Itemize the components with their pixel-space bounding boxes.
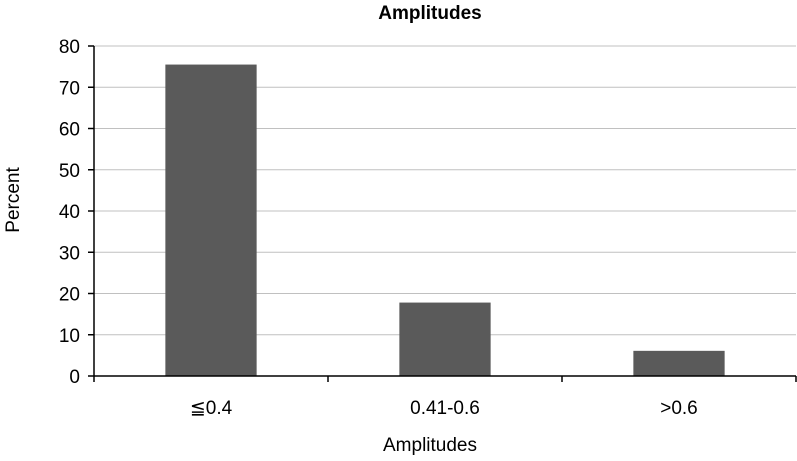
bar bbox=[399, 302, 491, 376]
x-tick-label: >0.6 bbox=[660, 398, 698, 419]
x-tick-labels: ≦0.4 0.41-0.6 >0.6 bbox=[190, 398, 698, 419]
y-tick-label: 70 bbox=[59, 78, 80, 99]
y-tick-labels: 0 10 20 30 40 50 60 70 80 bbox=[59, 37, 80, 388]
y-tick-label: 0 bbox=[69, 367, 80, 388]
y-tick-label: 40 bbox=[59, 202, 80, 223]
bar bbox=[165, 64, 257, 376]
y-axis-label: Percent bbox=[3, 167, 24, 233]
axes bbox=[88, 45, 797, 382]
y-tick-label: 20 bbox=[59, 285, 80, 306]
y-tick-label: 80 bbox=[59, 37, 80, 58]
y-tick-label: 50 bbox=[59, 161, 80, 182]
y-tick-label: 60 bbox=[59, 120, 80, 141]
y-tick-label: 10 bbox=[59, 326, 80, 347]
x-tick-label: 0.41-0.6 bbox=[410, 398, 480, 419]
x-tick-label: ≦0.4 bbox=[190, 398, 233, 419]
x-axis-label: Amplitudes bbox=[383, 435, 477, 456]
y-tick-label: 30 bbox=[59, 243, 80, 264]
bar bbox=[633, 350, 725, 376]
bars bbox=[165, 64, 725, 376]
chart-title: Amplitudes bbox=[378, 3, 481, 24]
